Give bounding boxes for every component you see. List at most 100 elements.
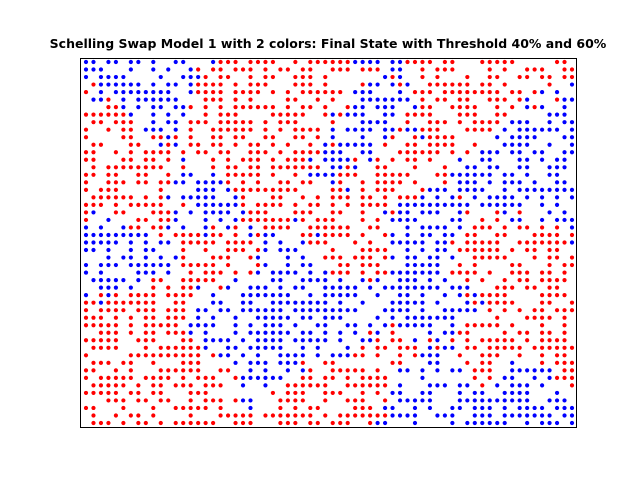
agent-point xyxy=(143,240,148,245)
agent-point xyxy=(128,300,133,305)
agent-point xyxy=(472,368,477,373)
agent-point xyxy=(278,67,283,72)
agent-point xyxy=(442,413,447,418)
agent-point xyxy=(136,82,141,87)
agent-point xyxy=(554,180,560,185)
agent-point xyxy=(300,390,305,396)
agent-point xyxy=(502,285,507,290)
agent-point xyxy=(188,142,193,147)
agent-point xyxy=(465,360,470,365)
agent-point xyxy=(211,300,216,305)
agent-point xyxy=(517,398,522,403)
agent-point xyxy=(248,82,253,87)
agent-point xyxy=(375,120,380,125)
agent-point xyxy=(323,225,328,230)
agent-point xyxy=(315,278,320,283)
agent-point xyxy=(525,120,530,125)
agent-point xyxy=(143,97,148,102)
agent-point xyxy=(166,345,171,350)
agent-point xyxy=(554,390,560,396)
agent-point xyxy=(323,413,328,418)
agent-point xyxy=(315,353,320,358)
agent-point xyxy=(450,59,455,65)
agent-point xyxy=(382,420,388,426)
agent-point xyxy=(330,308,335,313)
agent-point xyxy=(569,120,575,125)
agent-point xyxy=(472,187,477,192)
agent-point xyxy=(375,293,380,298)
agent-point xyxy=(255,360,261,365)
agent-point xyxy=(465,127,470,132)
agent-point xyxy=(173,142,178,147)
agent-point xyxy=(427,59,433,65)
agent-point xyxy=(487,405,492,411)
agent-point xyxy=(330,59,335,65)
agent-point xyxy=(233,398,238,403)
agent-point xyxy=(345,172,350,177)
agent-point xyxy=(562,315,567,320)
agent-point xyxy=(263,105,268,110)
agent-point xyxy=(338,315,343,320)
agent-point xyxy=(569,67,575,72)
agent-point xyxy=(330,150,335,155)
agent-point xyxy=(181,262,186,268)
agent-point xyxy=(465,247,470,253)
agent-point xyxy=(315,172,320,177)
agent-point xyxy=(151,157,156,162)
agent-point xyxy=(211,82,216,87)
agent-point xyxy=(465,202,470,207)
agent-point xyxy=(240,135,246,140)
agent-point xyxy=(211,353,216,358)
agent-point xyxy=(532,345,537,350)
agent-point xyxy=(188,232,193,238)
agent-point xyxy=(510,398,515,403)
agent-point xyxy=(308,180,313,185)
agent-point xyxy=(397,180,403,185)
agent-point xyxy=(278,270,283,275)
agent-point xyxy=(412,323,418,328)
agent-point xyxy=(196,202,201,207)
agent-point xyxy=(121,308,126,313)
agent-point xyxy=(308,270,313,275)
agent-point xyxy=(420,368,425,373)
agent-point xyxy=(420,195,425,200)
agent-point xyxy=(427,142,433,147)
agent-point xyxy=(300,157,305,162)
agent-point xyxy=(487,255,492,260)
agent-point xyxy=(300,112,305,117)
agent-point xyxy=(308,315,313,320)
agent-point xyxy=(412,127,418,132)
agent-point xyxy=(375,390,380,396)
agent-point xyxy=(300,180,305,185)
agent-point xyxy=(255,180,261,185)
agent-point xyxy=(203,338,208,343)
agent-point xyxy=(480,82,485,87)
agent-point xyxy=(278,165,283,170)
agent-point xyxy=(315,165,320,170)
agent-point xyxy=(270,315,276,320)
agent-point xyxy=(345,285,350,290)
agent-point xyxy=(323,270,328,275)
agent-point xyxy=(151,300,156,305)
agent-point xyxy=(128,112,133,117)
agent-point xyxy=(255,375,261,380)
agent-point xyxy=(390,405,395,411)
agent-point xyxy=(502,300,507,305)
agent-point xyxy=(285,217,290,223)
agent-point xyxy=(480,360,485,365)
agent-point xyxy=(420,390,425,396)
agent-point xyxy=(255,217,261,223)
agent-point xyxy=(166,225,171,230)
agent-point xyxy=(562,150,567,155)
agent-point xyxy=(106,180,111,185)
agent-point xyxy=(91,405,96,411)
agent-point xyxy=(525,105,530,110)
agent-point xyxy=(397,390,403,396)
agent-point xyxy=(181,315,186,320)
agent-point xyxy=(225,202,231,207)
agent-point xyxy=(330,195,335,200)
agent-point xyxy=(405,217,410,223)
agent-point xyxy=(382,120,388,125)
agent-point xyxy=(300,82,305,87)
agent-point xyxy=(368,247,373,253)
